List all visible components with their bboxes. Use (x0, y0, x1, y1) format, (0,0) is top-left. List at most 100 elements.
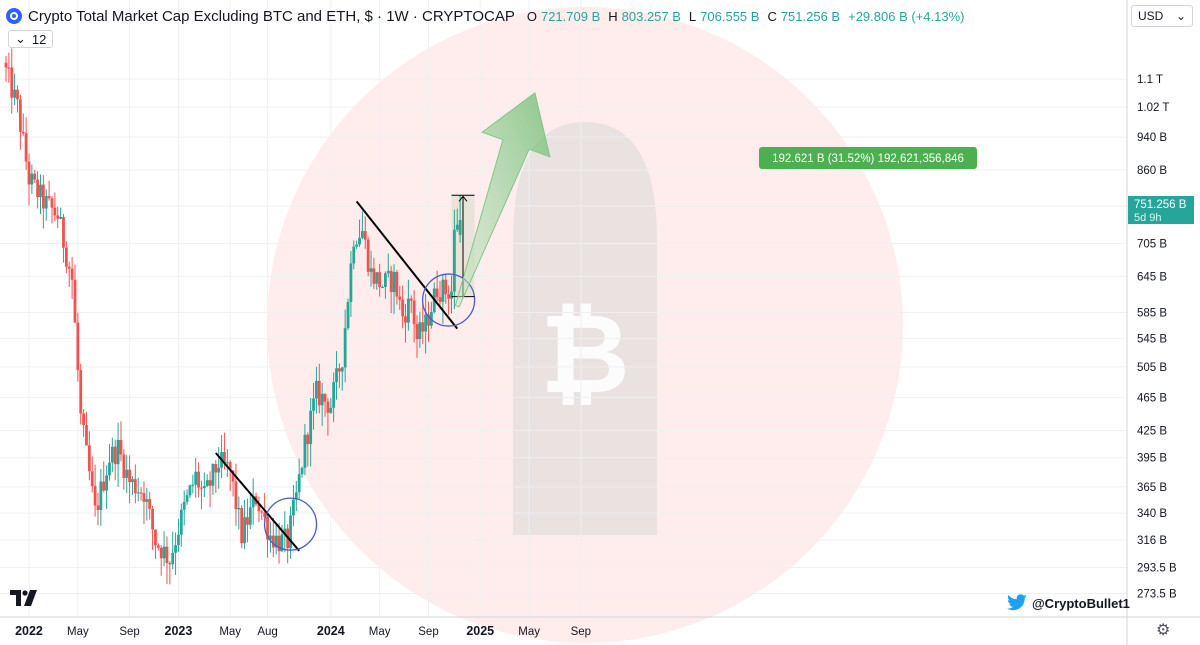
candle (197, 462, 200, 498)
ohlc-close-key: C (767, 8, 777, 24)
candle (174, 532, 177, 576)
candle (145, 487, 149, 521)
candle (113, 439, 117, 481)
candle (30, 164, 34, 195)
candle (369, 250, 373, 287)
candle (260, 510, 264, 520)
x-tick-label: 2024 (317, 624, 345, 638)
candle (269, 521, 272, 553)
candle (441, 274, 445, 324)
candle (33, 169, 37, 184)
candle (125, 454, 129, 494)
candle (228, 460, 232, 492)
candle (372, 257, 376, 289)
candle (179, 503, 183, 547)
candle (375, 271, 379, 290)
candle (202, 472, 206, 498)
candle (427, 301, 430, 342)
candle (404, 304, 407, 343)
candle (389, 265, 393, 314)
candle (64, 241, 68, 273)
measure-label-text: 192.621 B (31.52%) 192,621,356,846 (772, 153, 964, 165)
currency-select[interactable]: USD ⌄ (1131, 5, 1193, 27)
ohlc-open-value: 721.709 B (540, 8, 601, 24)
candle (151, 505, 154, 550)
candle (355, 240, 359, 249)
candle (303, 423, 307, 476)
candle (191, 474, 195, 494)
chevron-down-icon[interactable]: ⌄ (15, 31, 26, 46)
highlight-circle (421, 273, 476, 327)
candle (309, 397, 313, 467)
candle (335, 351, 338, 400)
candle (27, 153, 31, 206)
ohlc-high-key: H (608, 8, 618, 24)
candle (162, 531, 166, 567)
candle (346, 298, 350, 331)
projection-arrow (454, 91, 551, 308)
candle (16, 85, 19, 113)
candle (214, 460, 218, 493)
candle (139, 487, 143, 501)
candle (381, 285, 384, 289)
candle (116, 422, 120, 488)
candle (418, 311, 422, 348)
ohlc-change-value: +29.806 B (+4.13%) (848, 8, 965, 24)
currency-label: USD (1138, 9, 1164, 23)
candle (338, 363, 341, 388)
candle (392, 264, 396, 314)
candle (148, 492, 152, 520)
candle (4, 55, 8, 82)
candle (246, 498, 249, 543)
x-tick-label: Sep (119, 626, 139, 638)
candle (271, 517, 275, 558)
candle (108, 443, 111, 481)
candle (349, 251, 353, 317)
candle (142, 481, 146, 524)
trendline (355, 200, 459, 330)
candle (297, 458, 301, 499)
y-tick-label: 940 B (1137, 132, 1167, 144)
candle (398, 285, 402, 310)
indicator-count: 12 (31, 31, 47, 47)
gear-icon[interactable]: ⚙ (1156, 622, 1171, 639)
candle (211, 463, 215, 496)
measure-label: 192.621 B (31.52%) 192,621,356,846 (759, 147, 977, 169)
symbol-title[interactable]: Crypto Total Market Cap Excluding BTC an… (28, 7, 515, 25)
candle (53, 192, 57, 222)
candle (450, 275, 453, 314)
candle (47, 180, 51, 201)
y-tick-label: 860 B (1137, 165, 1167, 177)
candle (128, 455, 131, 504)
indicator-toggle[interactable]: ⌄ 12 (8, 30, 54, 48)
x-tick-label: Aug (257, 626, 277, 638)
candle (326, 398, 330, 436)
author-credit: @CryptoBullet1 (1006, 594, 1130, 612)
candle (378, 263, 382, 297)
candle (320, 383, 324, 426)
candle (366, 236, 370, 277)
candle (62, 214, 65, 263)
candle (59, 207, 63, 220)
candle (87, 431, 91, 481)
candle (110, 437, 114, 473)
y-tick-label: 545 B (1137, 334, 1167, 346)
last-price-tag: 751.256 B 5d 9h (1128, 196, 1194, 224)
time-axis[interactable]: 2022 May Sep 2023 May Aug 2024 May Sep 2025 May Sep (15, 624, 591, 638)
candle (208, 471, 212, 508)
drawings-layer (215, 91, 551, 552)
y-tick-label: 465 B (1137, 392, 1167, 404)
candle (401, 285, 405, 329)
x-tick-label: 2022 (15, 624, 43, 638)
candle (409, 295, 413, 313)
ohlc-legend: O 721.709 B H 803.257 B L 706.555 B C 751.25… (527, 9, 969, 24)
candle (386, 253, 390, 278)
candle (182, 490, 186, 526)
candle (165, 536, 169, 585)
candle (102, 461, 106, 493)
candle (343, 309, 347, 383)
candle (21, 113, 25, 136)
y-tick-label: 425 B (1137, 426, 1167, 438)
